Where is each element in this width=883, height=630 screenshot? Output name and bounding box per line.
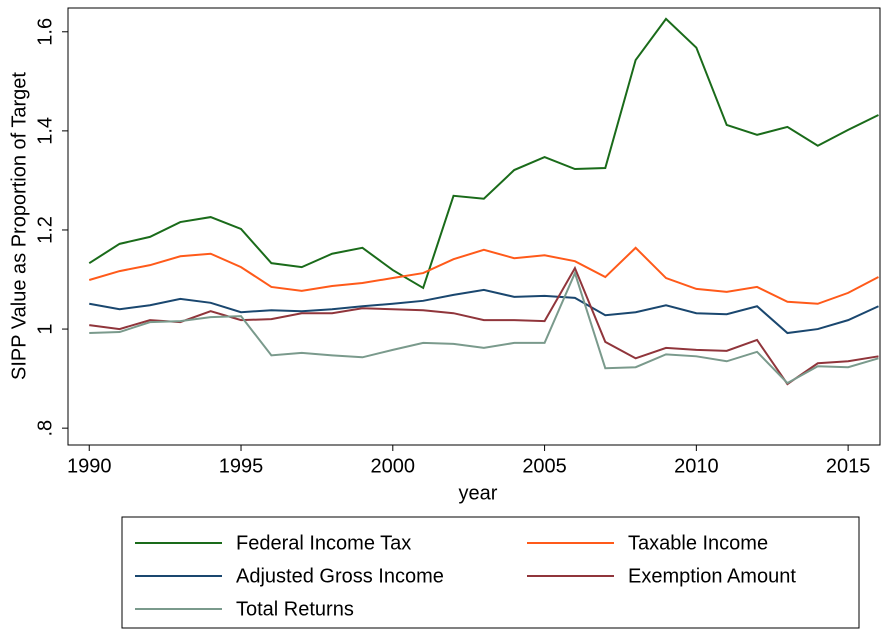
x-tick-label: 2010 xyxy=(674,455,719,477)
y-tick-label: 1.6 xyxy=(34,18,56,46)
legend-label: Adjusted Gross Income xyxy=(236,565,444,587)
y-tick-label: 1.2 xyxy=(34,216,56,244)
y-tick-label: 1 xyxy=(34,323,56,334)
legend-box xyxy=(121,516,860,629)
x-tick-label: 2000 xyxy=(371,455,416,477)
x-tick-label: 2015 xyxy=(826,455,871,477)
legend-label: Taxable Income xyxy=(628,532,768,554)
x-axis-label: year xyxy=(459,482,498,504)
x-tick-label: 1995 xyxy=(219,455,264,477)
x-tick-label: 1990 xyxy=(67,455,112,477)
y-axis-label: SIPP Value as Proportion of Target xyxy=(8,72,30,380)
series-line xyxy=(89,288,879,335)
legend-label: Total Returns xyxy=(236,598,354,620)
legend-label: Exemption Amount xyxy=(628,565,796,587)
series-line xyxy=(88,17,879,290)
y-tick-label: 1.4 xyxy=(34,117,56,145)
y-tick-label: .8 xyxy=(34,420,56,437)
series-line xyxy=(88,246,879,305)
series-line xyxy=(89,265,879,386)
series-line xyxy=(89,270,879,385)
x-tick-label: 2005 xyxy=(522,455,567,477)
plot-frame xyxy=(67,7,881,446)
legend-label: Federal Income Tax xyxy=(236,532,411,554)
